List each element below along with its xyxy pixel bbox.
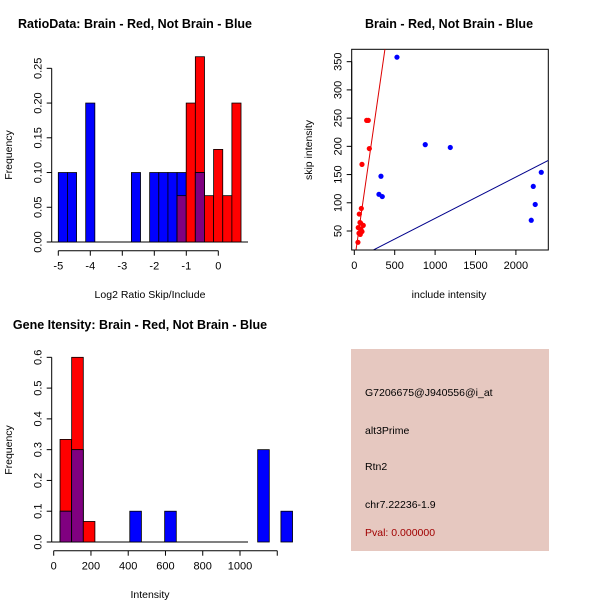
y-tick-label: 0.10 xyxy=(33,162,45,183)
bar-overlap xyxy=(71,449,84,543)
y-tick-label: 150 xyxy=(333,165,345,183)
point-not-brain xyxy=(538,169,544,175)
point-not-brain xyxy=(532,201,538,208)
gene-name: Rtn2 xyxy=(365,461,388,473)
bar-not-brain xyxy=(280,510,293,543)
x-tick-label: 600 xyxy=(156,561,174,573)
x-tick-label: -5 xyxy=(53,261,63,273)
y-tick-label: 250 xyxy=(333,109,345,127)
x-tick-label: 500 xyxy=(386,260,404,272)
x-tick-label: 1000 xyxy=(423,260,447,272)
y-tick-label: 300 xyxy=(333,81,345,99)
x-tick-label: 1500 xyxy=(463,260,487,272)
y-tick-label: 100 xyxy=(333,194,345,212)
fit-line-not-brain xyxy=(372,159,549,250)
point-not-brain xyxy=(379,193,385,200)
point-not-brain xyxy=(394,54,400,60)
x-tick-label: -4 xyxy=(85,261,95,273)
pval: Pval: 0.000000 xyxy=(365,527,436,539)
bar-brain xyxy=(213,148,224,243)
y-tick-label: 350 xyxy=(333,53,345,71)
point-not-brain xyxy=(528,217,534,223)
y-tick-label: 0.20 xyxy=(33,92,45,113)
bar-not-brain xyxy=(257,449,270,543)
y-tick-label: 0.5 xyxy=(33,380,45,395)
y-tick-label: 0.15 xyxy=(33,127,45,148)
bar-not-brain xyxy=(85,102,96,243)
point-brain xyxy=(359,161,365,168)
point-not-brain xyxy=(422,142,428,148)
x-tick-label: 0 xyxy=(215,261,221,273)
bar-brain xyxy=(231,102,242,243)
y-tick-label: 0.4 xyxy=(33,411,45,426)
x-axis-label: include intensity xyxy=(412,289,487,301)
intensity-scatter: Brain - Red, Not Brain - Blue include in… xyxy=(303,17,549,301)
x-tick-label: 800 xyxy=(194,561,212,573)
point-not-brain xyxy=(447,144,453,151)
y-tick-label: 0.6 xyxy=(33,350,45,365)
bar-not-brain xyxy=(130,172,141,243)
bar-overlap xyxy=(59,510,73,543)
y-axis-label: skip intensity xyxy=(303,119,315,180)
x-tick-label: 1000 xyxy=(228,561,252,573)
bar-not-brain xyxy=(149,172,160,243)
y-tick-label: 0.1 xyxy=(33,504,45,519)
x-tick-label: -3 xyxy=(117,261,127,273)
probe-id: G7206675@J940556@i_at xyxy=(365,387,493,399)
chart-title: Brain - Red, Not Brain - Blue xyxy=(365,17,533,31)
point-not-brain xyxy=(378,173,384,179)
chart-title: Gene Itensity: Brain - Red, Not Brain - … xyxy=(13,318,267,332)
point-brain xyxy=(366,145,372,152)
bar-not-brain xyxy=(167,172,178,243)
plot-area xyxy=(355,49,549,250)
point-brain xyxy=(365,117,371,123)
bar-not-brain xyxy=(164,510,177,543)
point-not-brain xyxy=(530,183,536,190)
x-tick-label: 0 xyxy=(351,260,357,272)
x-tick-label: 400 xyxy=(119,561,137,573)
y-tick-label: 50 xyxy=(333,225,345,237)
x-tick-label: -1 xyxy=(181,261,191,273)
bar-not-brain xyxy=(57,172,68,243)
event-type: alt3Prime xyxy=(365,425,410,437)
fit-line-brain xyxy=(355,49,386,250)
info-panel: G7206675@J940556@i_at alt3Prime Rtn2 chr… xyxy=(351,349,549,551)
gene-intensity-histogram: Gene Itensity: Brain - Red, Not Brain - … xyxy=(3,318,293,600)
bar-brain xyxy=(82,521,96,543)
bar-not-brain xyxy=(67,172,77,243)
y-axis-label: Frequency xyxy=(3,129,15,179)
y-axis-label: Frequency xyxy=(3,424,15,474)
bar-brain xyxy=(222,195,233,243)
point-brain xyxy=(357,219,363,226)
point-brain xyxy=(355,239,361,245)
y-tick-label: 0.2 xyxy=(33,473,45,488)
x-axis-label: Log2 Ratio Skip/Include xyxy=(95,289,206,301)
bar-brain xyxy=(185,102,196,243)
y-tick-label: 0.05 xyxy=(33,197,45,218)
ratio-histogram: RatioData: Brain - Red, Not Brain - Blue… xyxy=(3,17,252,301)
x-tick-label: 200 xyxy=(82,561,100,573)
bar-brain xyxy=(204,195,215,243)
bar-not-brain xyxy=(129,510,142,543)
x-axis-label: Intensity xyxy=(130,589,170,600)
y-tick-label: 200 xyxy=(333,137,345,155)
y-tick-label: 0.3 xyxy=(33,442,45,457)
genomic-location: chr7.22236-1.9 xyxy=(365,499,436,511)
y-tick-label: 0.25 xyxy=(33,58,45,79)
bar-overlap xyxy=(176,195,187,243)
x-tick-label: 0 xyxy=(51,561,57,573)
bar-overlap xyxy=(194,172,205,243)
y-tick-label: 0.00 xyxy=(33,231,45,252)
point-brain xyxy=(356,211,362,217)
y-tick-label: 0.0 xyxy=(33,534,45,549)
bar-not-brain xyxy=(158,172,169,243)
x-tick-label: 2000 xyxy=(504,260,528,272)
point-brain xyxy=(357,231,363,237)
x-tick-label: -2 xyxy=(149,261,159,273)
chart-title: RatioData: Brain - Red, Not Brain - Blue xyxy=(18,17,252,31)
point-brain xyxy=(358,205,364,212)
